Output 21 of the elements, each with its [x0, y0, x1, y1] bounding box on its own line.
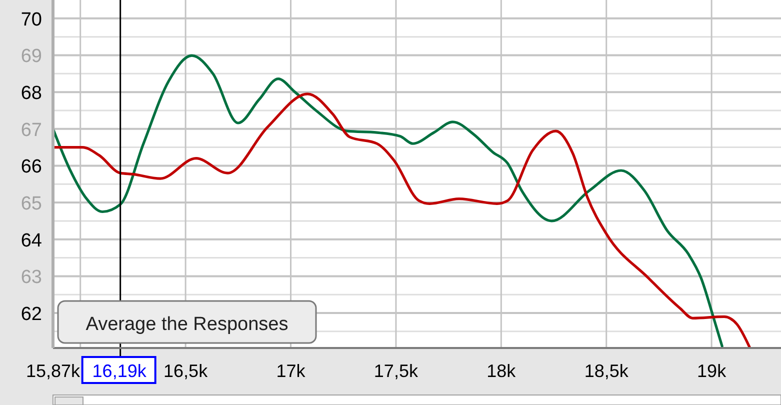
y-tick-label: 67 — [20, 120, 42, 141]
y-tick-label: 69 — [20, 46, 42, 68]
x-tick-label: 17k — [276, 361, 306, 381]
y-tick-label: 70 — [20, 9, 42, 30]
y-tick-label: 64 — [20, 230, 42, 252]
y-tick-label: 63 — [20, 267, 42, 288]
y-tick-label: 68 — [20, 83, 42, 104]
button: Average the Responses — [57, 300, 317, 344]
y-tick-label: 62 — [20, 304, 42, 326]
line-series — [53, 92, 751, 348]
ref-line-label: 16,19k — [92, 361, 148, 381]
x-tick-label: 16,5k — [164, 361, 209, 381]
line-series — [53, 54, 724, 348]
x-tick-label: 18k — [486, 361, 517, 381]
annotation: Average the Responses — [86, 314, 288, 335]
x-tick-label: 19k — [697, 361, 728, 381]
x-tick-label: 17,5k — [374, 361, 419, 381]
x-tick-label: 18,5k — [584, 361, 630, 381]
y-tick-label: 66 — [20, 156, 42, 178]
y-tick-label: 65 — [20, 194, 42, 215]
x-tick-label: 15,87k — [26, 361, 82, 381]
